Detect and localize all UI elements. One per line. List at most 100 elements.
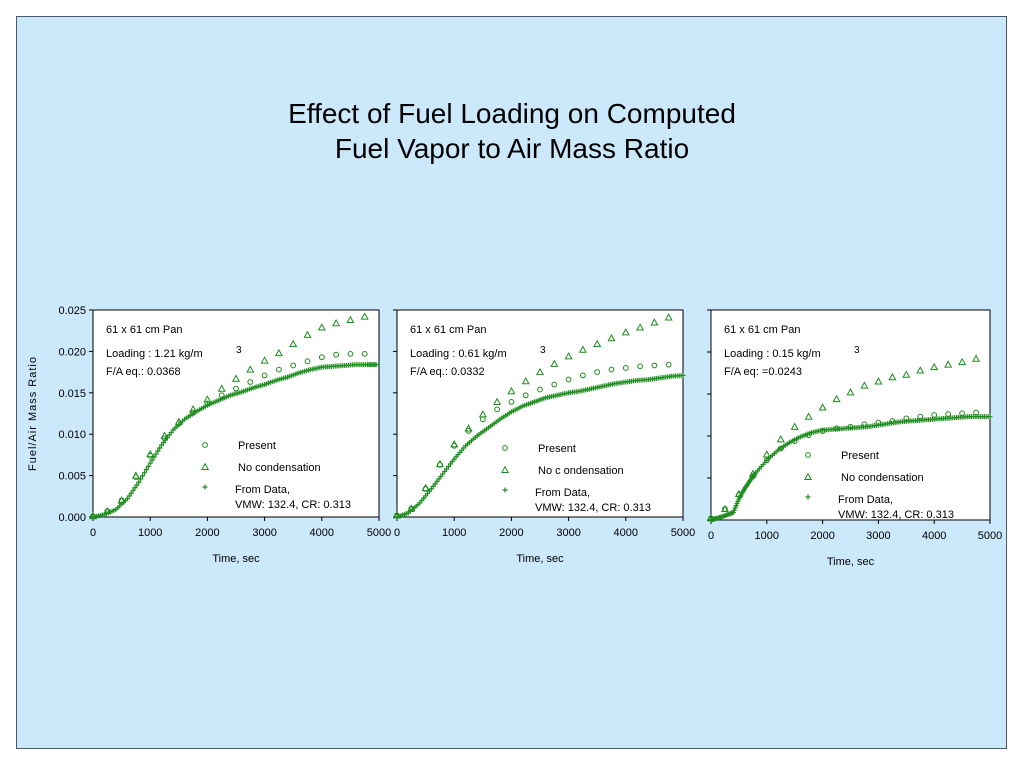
legend-no-condensation: No c ondensation — [538, 465, 624, 477]
data-point — [537, 386, 543, 393]
data-point — [804, 412, 813, 420]
series-plus — [394, 372, 686, 520]
data-point — [608, 366, 615, 373]
data-point — [217, 384, 226, 392]
x-tick-label: 2000 — [810, 530, 834, 542]
data-point — [304, 358, 311, 365]
x-tick-label: 1000 — [442, 527, 466, 539]
data-point — [973, 409, 979, 416]
data-point — [651, 362, 658, 369]
data-point — [665, 361, 672, 368]
data-point — [888, 372, 897, 381]
data-point — [347, 350, 354, 357]
data-point — [160, 431, 169, 439]
legend-present: Present — [538, 443, 576, 455]
legend-marker-from-data — [202, 484, 208, 490]
data-point — [680, 372, 686, 378]
data-point — [720, 504, 729, 513]
data-point — [593, 339, 602, 348]
legend-present: Present — [841, 450, 879, 462]
data-point — [450, 439, 459, 448]
chart-2: 0 1000 2000 3000 4000 5000 Time, sec 61 x 61 cm… — [392, 309, 695, 565]
data-point — [762, 450, 771, 458]
data-point — [507, 386, 516, 395]
annotation-pan: 61 x 61 cm Pan — [724, 324, 800, 336]
x-tick-label: 2000 — [499, 527, 523, 539]
data-point — [776, 435, 785, 443]
annotation-superscript: 3 — [540, 345, 546, 356]
x-tick-label: 4000 — [310, 527, 334, 539]
data-point — [435, 459, 444, 468]
data-point — [846, 388, 855, 396]
data-point — [636, 323, 645, 331]
data-point — [128, 490, 134, 496]
x-axis-label: Time, sec — [212, 553, 260, 565]
x-tick-label: 3000 — [556, 527, 580, 539]
legend-marker-present — [202, 442, 208, 448]
data-point — [594, 369, 601, 376]
data-point — [131, 471, 140, 479]
series-triangle — [392, 313, 673, 519]
data-point — [130, 488, 136, 494]
data-point — [333, 351, 340, 358]
data-point — [421, 483, 430, 492]
data-point — [290, 362, 297, 369]
data-point — [464, 424, 473, 432]
data-point — [332, 319, 341, 327]
data-point — [126, 493, 132, 499]
data-point — [147, 460, 153, 466]
plot-area — [396, 309, 684, 518]
data-point — [146, 449, 155, 458]
data-point — [260, 356, 269, 364]
chart-3: 0 1000 2000 3000 4000 5000 Time, sec 61 x 61 cm… — [706, 309, 1002, 568]
data-point — [261, 372, 268, 379]
legend-from-data-params: VMW: 132.4, CR: 0.313 — [838, 509, 954, 521]
y-tick-label: 0.025 — [58, 305, 86, 317]
legend-marker-from-data — [805, 494, 811, 500]
data-point — [140, 473, 146, 479]
data-point — [189, 405, 198, 413]
annotation-fa: F/A eq: =0.0243 — [724, 366, 802, 378]
data-point — [564, 352, 573, 360]
legend-from-data: From Data, — [535, 487, 590, 499]
y-tick-label: 0.000 — [58, 512, 86, 524]
legend-present: Present — [238, 440, 276, 452]
series-plus — [90, 362, 379, 520]
annotation-fa: F/A eq.: 0.0332 — [410, 366, 485, 378]
data-point — [138, 476, 144, 482]
annotation-loading: Loading : 1.21 kg/m — [106, 348, 203, 360]
legend-no-condensation: No condensation — [841, 472, 924, 484]
data-point — [134, 482, 140, 488]
data-point — [987, 414, 993, 420]
legend-from-data-params: VMW: 132.4, CR: 0.313 — [235, 499, 351, 511]
legend-marker-from-data — [502, 487, 508, 493]
data-point — [157, 445, 163, 451]
data-point — [346, 315, 355, 323]
data-point — [124, 496, 130, 502]
x-tick-label: 5000 — [671, 527, 695, 539]
legend-from-data: From Data, — [838, 494, 893, 506]
data-point — [361, 350, 368, 357]
x-tick-label: 0 — [90, 527, 96, 539]
data-point — [141, 470, 147, 476]
data-point — [944, 360, 953, 368]
data-point — [155, 448, 161, 454]
legend-marker-present — [502, 445, 508, 451]
annotation-loading: Loading : 0.61 kg/m — [410, 348, 507, 360]
legend-marker-no-condensation — [500, 465, 510, 474]
annotation-fa: F/A eq.: 0.0368 — [106, 366, 181, 378]
data-point — [478, 410, 487, 418]
x-axis-label: Time, sec — [516, 553, 564, 565]
data-point — [289, 339, 298, 348]
data-point — [550, 359, 559, 367]
data-point — [535, 367, 545, 376]
x-tick-label: 3000 — [866, 530, 890, 542]
data-point — [522, 392, 529, 399]
data-point — [151, 454, 157, 460]
title-line-1: Effect of Fuel Loading on Computed — [288, 98, 736, 129]
legend: Present No c ondensation From Data, VMW: 13… — [500, 443, 651, 514]
data-point — [246, 365, 255, 373]
plot-area — [710, 309, 991, 521]
data-point — [373, 362, 379, 368]
legend-marker-no-condensation — [803, 472, 813, 481]
